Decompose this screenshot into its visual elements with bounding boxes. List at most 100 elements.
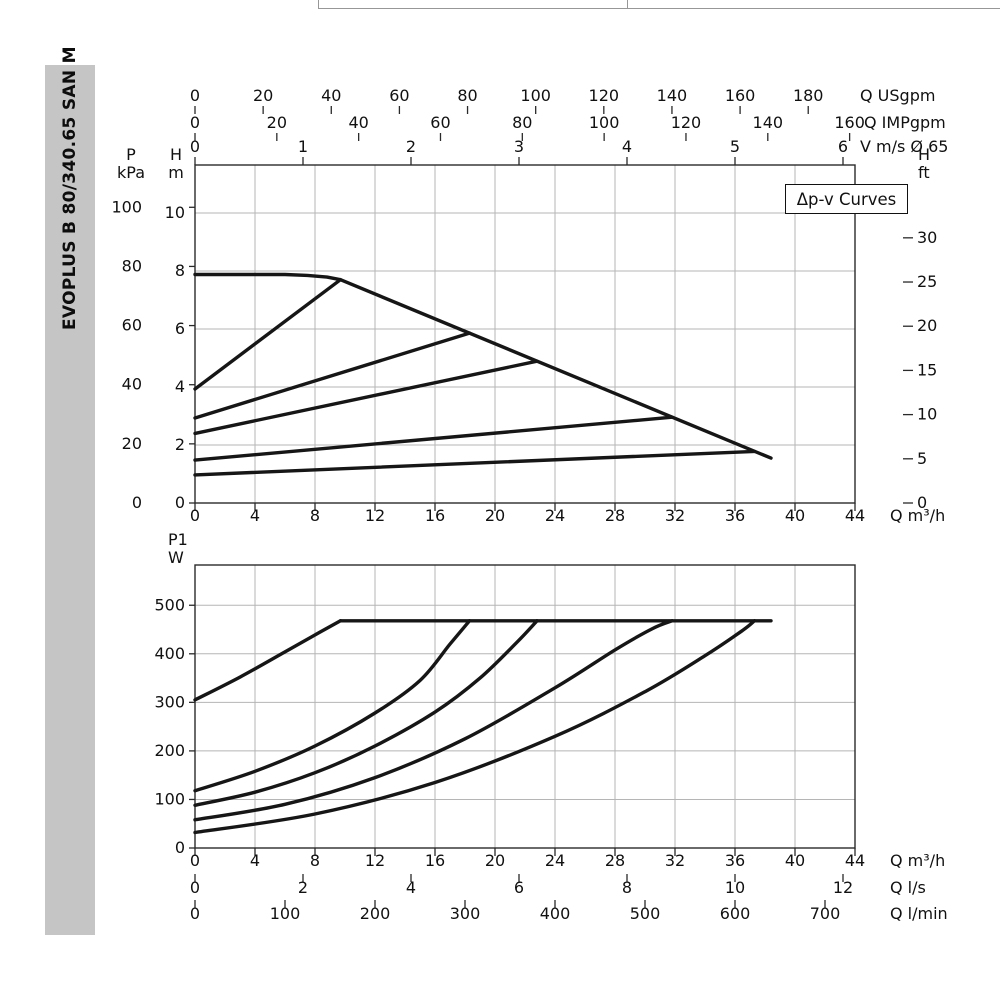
svg-text:H: H [918,145,930,164]
svg-text:12: 12 [365,506,385,525]
svg-text:300: 300 [450,904,481,923]
svg-text:20: 20 [485,506,505,525]
svg-text:100: 100 [111,197,142,216]
svg-text:0: 0 [190,506,200,525]
svg-text:1: 1 [298,137,308,156]
svg-text:16: 16 [425,506,445,525]
svg-text:16: 16 [425,851,445,870]
svg-text:32: 32 [665,851,685,870]
svg-text:Q IMPgpm: Q IMPgpm [864,113,946,132]
svg-text:100: 100 [154,789,185,808]
svg-text:12: 12 [365,851,385,870]
model-sidebar: EVOPLUS B 80/340.65 SAN M [45,46,95,935]
svg-text:120: 120 [671,113,702,132]
svg-text:5: 5 [730,137,740,156]
svg-text:28: 28 [605,506,625,525]
svg-text:500: 500 [154,595,185,614]
svg-text:30: 30 [917,228,937,247]
svg-text:0: 0 [132,493,142,512]
svg-text:40: 40 [122,375,142,394]
svg-text:20: 20 [917,316,937,335]
svg-text:20: 20 [253,86,273,105]
svg-text:60: 60 [430,113,450,132]
svg-text:10: 10 [917,405,937,424]
svg-text:4: 4 [406,878,416,897]
svg-text:600: 600 [720,904,751,923]
svg-text:Q m³/h: Q m³/h [890,851,945,870]
svg-text:Q l/min: Q l/min [890,904,948,923]
svg-text:0: 0 [190,113,200,132]
svg-text:Q m³/h: Q m³/h [890,506,945,525]
svg-text:200: 200 [154,741,185,760]
table-frame-tick [318,0,319,8]
svg-text:44: 44 [845,506,865,525]
svg-text:300: 300 [154,692,185,711]
svg-text:28: 28 [605,851,625,870]
svg-text:P1: P1 [168,530,188,549]
svg-text:40: 40 [785,851,805,870]
svg-text:36: 36 [725,851,745,870]
svg-text:kPa: kPa [117,163,145,182]
svg-text:140: 140 [753,113,784,132]
svg-text:24: 24 [545,851,565,870]
svg-text:160: 160 [834,113,865,132]
dpv-curves-label: Δp-v Curves [796,189,897,209]
svg-text:36: 36 [725,506,745,525]
table-frame-line [318,8,1000,9]
svg-text:6: 6 [514,878,524,897]
svg-text:10: 10 [165,203,185,222]
svg-text:160: 160 [725,86,756,105]
svg-text:700: 700 [810,904,841,923]
svg-text:20: 20 [122,434,142,453]
svg-text:Q USgpm: Q USgpm [860,86,935,105]
svg-text:4: 4 [175,377,185,396]
svg-text:m: m [168,163,184,182]
svg-text:20: 20 [485,851,505,870]
svg-text:4: 4 [250,506,260,525]
svg-text:4: 4 [250,851,260,870]
svg-text:2: 2 [175,435,185,454]
dpv-curves-badge: Δp-v Curves [785,184,908,214]
svg-text:3: 3 [514,137,524,156]
svg-text:8: 8 [310,506,320,525]
svg-text:100: 100 [520,86,551,105]
svg-text:8: 8 [175,261,185,280]
svg-text:0: 0 [190,86,200,105]
svg-text:0: 0 [917,493,927,512]
svg-text:40: 40 [785,506,805,525]
svg-text:100: 100 [589,113,620,132]
svg-text:140: 140 [657,86,688,105]
svg-text:Q l/s: Q l/s [890,878,926,897]
svg-text:400: 400 [540,904,571,923]
svg-text:6: 6 [838,137,848,156]
svg-text:W: W [168,548,184,567]
svg-text:0: 0 [190,904,200,923]
svg-text:10: 10 [725,878,745,897]
svg-text:40: 40 [321,86,341,105]
svg-text:24: 24 [545,506,565,525]
svg-text:12: 12 [833,878,853,897]
svg-text:180: 180 [793,86,824,105]
svg-text:P: P [126,145,136,164]
svg-text:4: 4 [622,137,632,156]
svg-text:20: 20 [267,113,287,132]
svg-text:60: 60 [122,316,142,335]
svg-text:32: 32 [665,506,685,525]
svg-text:5: 5 [917,449,927,468]
svg-text:2: 2 [406,137,416,156]
svg-text:0: 0 [190,137,200,156]
svg-text:60: 60 [389,86,409,105]
svg-text:0: 0 [175,838,185,857]
svg-text:200: 200 [360,904,391,923]
svg-text:H: H [170,145,182,164]
svg-text:120: 120 [589,86,620,105]
svg-text:0: 0 [190,878,200,897]
svg-text:500: 500 [630,904,661,923]
svg-text:400: 400 [154,644,185,663]
svg-text:44: 44 [845,851,865,870]
svg-text:80: 80 [512,113,532,132]
svg-text:80: 80 [122,256,142,275]
svg-text:25: 25 [917,272,937,291]
